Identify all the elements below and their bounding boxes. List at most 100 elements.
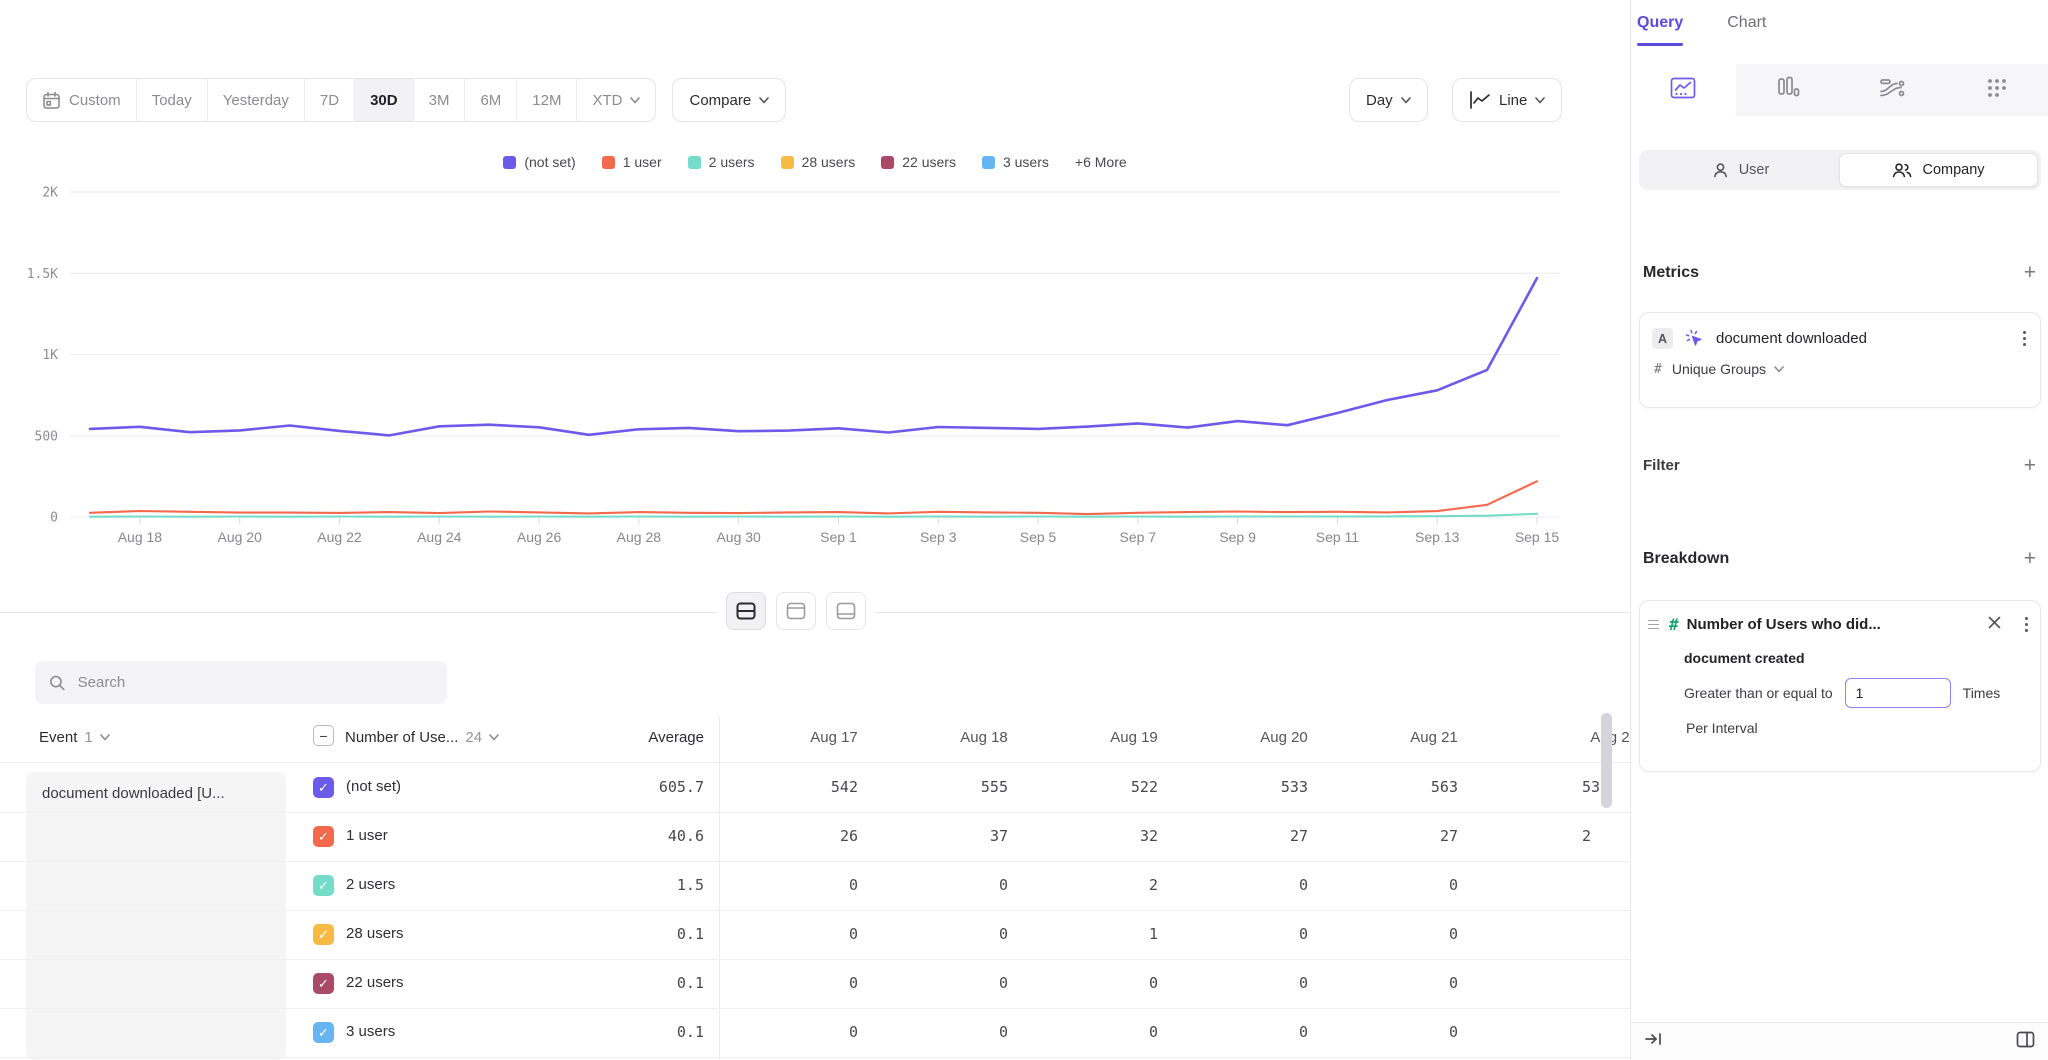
average-value: 0.1 [560,925,704,943]
cell-value: 0 [932,974,1008,992]
group-column-header[interactable]: Number of Use... 24 [345,729,499,746]
table-row: ✓22 users0.100000 [0,960,1630,1009]
cell-value: 27 [1382,827,1458,845]
series-checkbox[interactable]: ✓ [313,777,334,798]
scope-option-company[interactable]: Company [1839,153,2038,187]
chart-type-flow-chart-icon[interactable] [1840,64,1945,116]
series-checkbox[interactable]: ✓ [313,1022,334,1043]
remove-breakdown-button[interactable] [1988,616,2001,634]
range-30d[interactable]: 30D [355,79,414,121]
times-value-input[interactable] [1845,678,1951,708]
interval-dropdown[interactable]: Day [1349,78,1428,122]
event-column-header[interactable]: Event 1 [39,729,110,746]
legend-swatch [503,156,516,169]
legend-item[interactable]: 28 users [781,154,856,170]
measure-dropdown[interactable]: Unique Groups [1672,361,1784,377]
legend-more[interactable]: +6 More [1075,154,1127,170]
metric-kebab-menu[interactable] [2021,329,2028,348]
range-xtd[interactable]: XTD [577,79,655,121]
range-7d[interactable]: 7D [305,79,355,121]
range-6m[interactable]: 6M [465,79,517,121]
svg-text:Sep 1: Sep 1 [820,529,857,545]
event-click-icon [1685,329,1704,348]
series-label: 2 users [346,876,395,893]
metric-card[interactable]: A document downloaded # Unique Groups [1639,312,2041,408]
flow-chart-icon [1879,78,1905,103]
table-row: ✓1 user40.626373227272 [0,813,1630,862]
svg-text:500: 500 [35,429,58,444]
chevron-down-icon [1401,97,1411,104]
cell-value: 0 [1082,974,1158,992]
split-panel-button[interactable] [2016,1031,2035,1053]
add-breakdown-button[interactable]: + [2024,548,2036,569]
range-custom[interactable]: Custom [27,79,137,121]
search-input[interactable] [78,674,433,691]
scope-company-label: Company [1922,162,1984,178]
drag-handle-icon[interactable] [1646,618,1661,632]
table-row: ✓3 users0.100000 [0,1009,1630,1058]
chart-only-view-button[interactable] [776,592,816,630]
svg-text:1.5K: 1.5K [27,267,58,282]
cell-value: 26 [782,827,858,845]
add-filter-button[interactable]: + [2024,455,2036,476]
split-view-button[interactable] [726,592,766,630]
table-scrollbar[interactable] [1601,713,1612,808]
breakdown-title: Breakdown [1643,550,1729,568]
scope-toggle: User Company [1639,150,2041,190]
table-only-view-button[interactable] [826,592,866,630]
legend-item[interactable]: 1 user [602,154,662,170]
chart-type-dropdown[interactable]: Line [1452,78,1562,122]
analysis-main-area: CustomTodayYesterday7D30D3M6M12MXTD Comp… [0,0,1630,1060]
breakdown-property-name: Number of Users who did... [1687,616,1980,633]
legend-item[interactable]: 2 users [688,154,755,170]
filter-section-header: Filter + [1643,455,2036,476]
cell-value: 0 [1382,876,1458,894]
chevron-down-icon [630,97,640,104]
chart-type-line-chart-icon[interactable] [1631,64,1736,116]
line-chart-icon [1670,77,1696,104]
scope-option-user[interactable]: User [1642,153,1839,187]
date-column-header: Aug 17 [759,729,909,746]
table-row: ✓28 users0.100100 [0,911,1630,960]
series-checkbox[interactable]: ✓ [313,875,334,896]
tab-chart[interactable]: Chart [1727,14,1766,46]
range-today[interactable]: Today [137,79,208,121]
svg-text:Aug 18: Aug 18 [118,529,163,545]
breakdown-card[interactable]: # Number of Users who did... document cr… [1639,600,2041,772]
average-value: 1.5 [560,876,704,894]
chart-type-bar-chart-icon[interactable] [1736,64,1841,116]
range-yesterday[interactable]: Yesterday [208,79,305,121]
per-interval-label: Per Interval [1640,710,2040,752]
legend-swatch [602,156,615,169]
collapse-panel-button[interactable] [1645,1031,1663,1052]
range-12m[interactable]: 12M [517,79,577,121]
legend-item[interactable]: 22 users [881,154,956,170]
legend-item[interactable]: 3 users [982,154,1049,170]
search-box[interactable] [35,661,447,704]
series-checkbox[interactable]: ✓ [313,973,334,994]
series-checkbox[interactable]: ✓ [313,826,334,847]
cell-value: 0 [782,876,858,894]
cell-value: 0 [1382,974,1458,992]
svg-text:Sep 15: Sep 15 [1515,529,1560,545]
chart-type-grid-dots-icon[interactable] [1945,64,2048,116]
compare-button[interactable]: Compare [672,78,786,122]
svg-text:Sep 9: Sep 9 [1219,529,1256,545]
bar-chart-icon [1776,76,1800,105]
select-all-checkbox[interactable]: − [313,725,334,746]
range-3m[interactable]: 3M [414,79,466,121]
metric-event-name: document downloaded [1716,330,2009,347]
cell-value: 0 [1232,925,1308,943]
cell-value: 542 [782,778,858,796]
svg-text:1K: 1K [42,348,58,363]
breakdown-kebab-menu[interactable] [2023,615,2030,634]
tab-query[interactable]: Query [1637,14,1683,46]
svg-text:0: 0 [50,511,58,526]
average-value: 40.6 [560,827,704,845]
legend-item[interactable]: (not set) [503,154,575,170]
panel-tabs: Query Chart [1637,14,1766,46]
series-label: 1 user [346,827,388,844]
add-metric-button[interactable]: + [2024,262,2036,283]
series-checkbox[interactable]: ✓ [313,924,334,945]
series-label: 28 users [346,925,404,942]
